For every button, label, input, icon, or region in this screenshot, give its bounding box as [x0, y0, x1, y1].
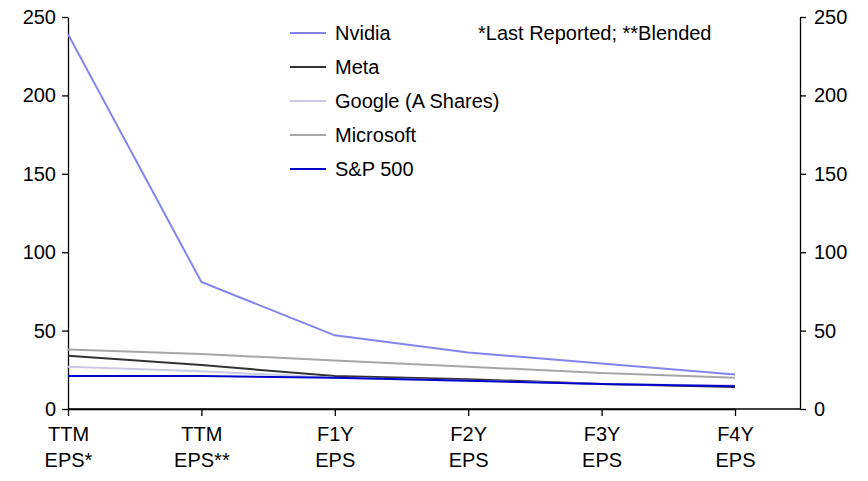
y2-tick: 50	[800, 320, 836, 342]
legend-key	[290, 32, 326, 34]
tick-mark	[62, 252, 68, 253]
tick-label: F2YEPS	[449, 423, 489, 471]
tick-label: 0	[45, 398, 56, 420]
tick-mark	[62, 409, 68, 410]
tick-mark	[735, 409, 736, 416]
series-line	[68, 376, 735, 386]
x-tick: F1YEPS	[315, 409, 355, 471]
tick-label: F1YEPS	[315, 423, 355, 471]
legend-key	[290, 168, 326, 170]
y-tick: 100	[23, 241, 68, 263]
legend-label: Meta	[335, 56, 380, 78]
tick-label: 100	[23, 241, 56, 263]
tick-mark	[62, 95, 68, 96]
tick-mark	[62, 17, 68, 18]
x-tick: F3YEPS	[582, 409, 622, 471]
legend-label: Google (A Shares)	[335, 90, 500, 112]
tick-label: TTMEPS*	[45, 423, 93, 471]
legend-label: S&P 500	[335, 158, 414, 180]
tick-mark	[335, 409, 336, 416]
y-axis: 0 50 100 150 200 250	[23, 6, 69, 420]
tick-label: 100	[814, 241, 847, 263]
legend-key	[290, 134, 326, 136]
x-tick: TTMEPS**	[174, 409, 230, 471]
x-tick: F2YEPS	[449, 409, 489, 471]
y-tick: 200	[23, 84, 68, 106]
y2-tick: 0	[800, 398, 825, 420]
axis-line	[800, 18, 801, 410]
legend: Nvidia Meta Google (A Shares) Microsoft S&P …	[290, 22, 500, 180]
plot-area	[68, 34, 735, 387]
tick-mark	[800, 174, 806, 175]
y2-tick: 200	[800, 84, 847, 106]
series-line	[68, 367, 735, 386]
tick-label: 250	[23, 6, 56, 28]
x-tick: F4YEPS	[715, 409, 755, 471]
tick-label: TTMEPS**	[174, 423, 230, 471]
series-line	[68, 34, 735, 374]
tick-mark	[201, 409, 202, 416]
tick-mark	[62, 174, 68, 175]
tick-mark	[468, 409, 469, 416]
tick-label: F3YEPS	[582, 423, 622, 471]
y2-tick: 150	[800, 163, 847, 185]
tick-label: F4YEPS	[715, 423, 755, 471]
y-tick: 50	[34, 320, 68, 342]
tick-mark	[68, 409, 69, 416]
tick-label: 150	[814, 163, 847, 185]
x-axis: TTMEPS* TTMEPS** F1YEPS F2YEPS F3YEPS F4YEPS	[45, 409, 756, 471]
y2-axis: 0 50 100 150 200 250	[800, 6, 847, 420]
legend-key	[290, 100, 326, 102]
tick-label: 250	[814, 6, 847, 28]
series-line	[68, 349, 735, 377]
x-baseline	[68, 408, 800, 409]
y2-tick: 100	[800, 241, 847, 263]
legend-key	[290, 66, 326, 68]
legend-label: Microsoft	[335, 124, 417, 146]
tick-mark	[800, 409, 806, 410]
y-tick: 150	[23, 163, 68, 185]
y-tick: 250	[23, 6, 68, 28]
y-tick: 0	[45, 398, 68, 420]
tick-mark	[800, 330, 806, 331]
y2-tick: 250	[800, 6, 847, 28]
axis-line	[69, 409, 736, 410]
tick-label: 50	[34, 320, 56, 342]
x-tick: TTMEPS*	[45, 409, 93, 471]
tick-label: 0	[814, 398, 825, 420]
tick-label: 50	[814, 320, 836, 342]
tick-label: 200	[814, 84, 847, 106]
legend-label: Nvidia	[335, 22, 391, 44]
tick-mark	[62, 330, 68, 331]
annotation: *Last Reported; **Blended	[478, 22, 712, 44]
tick-label: 200	[23, 84, 56, 106]
tick-mark	[601, 409, 602, 416]
tick-mark	[800, 252, 806, 253]
chart: 050100150200250050100150200250TTMEPS*TTM…	[0, 0, 868, 481]
axis-line	[68, 18, 69, 410]
series-line	[68, 356, 735, 387]
tick-label: 150	[23, 163, 56, 185]
tick-mark	[800, 17, 806, 18]
tick-mark	[800, 95, 806, 96]
